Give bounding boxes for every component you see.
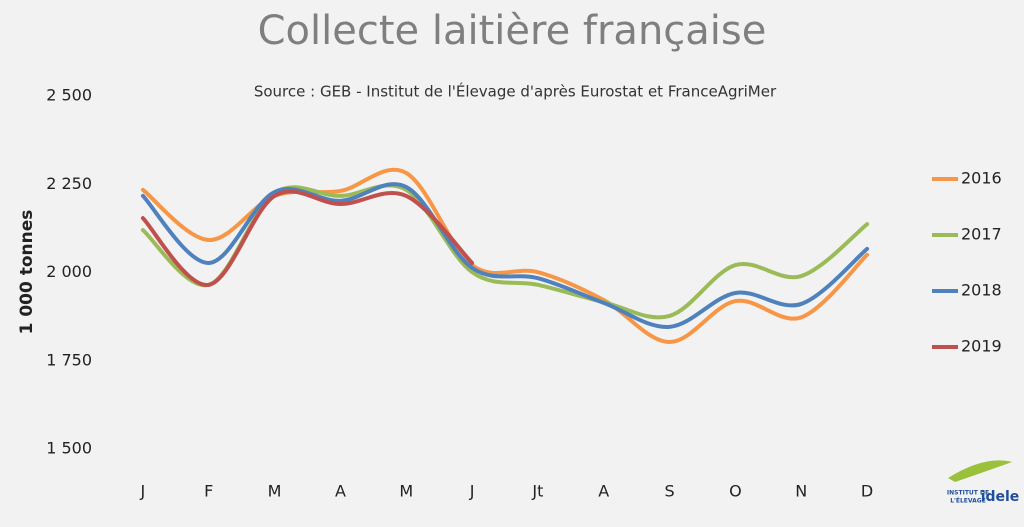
x-tick-label: N — [795, 482, 807, 501]
logo-text: INSTITUT DE — [947, 490, 989, 497]
legend-label: 2019 — [961, 337, 1002, 356]
x-tick-label: F — [204, 482, 213, 501]
y-tick-label: 2 500 — [46, 86, 92, 105]
series-line — [140, 182, 870, 329]
chart-title: Collecte laitière française — [258, 8, 767, 54]
x-tick-label: J — [140, 482, 146, 501]
y-tick-label: 1 750 — [46, 350, 92, 369]
legend-label: 2017 — [961, 225, 1002, 244]
x-tick-label: M — [268, 482, 282, 501]
legend-label: 2016 — [961, 169, 1002, 188]
y-tick-label: 1 500 — [46, 439, 92, 458]
x-tick-label: Jt — [531, 482, 543, 501]
series-line — [140, 167, 870, 345]
chart-subtitle: Source : GEB - Institut de l'Élevage d'a… — [254, 82, 777, 101]
x-tick-label: M — [399, 482, 413, 501]
logo: INSTITUT DE L'ÉLEVAGE idele — [947, 460, 1019, 505]
y-axis-label: 1 000 tonnes — [17, 210, 37, 335]
y-tick-label: 2 250 — [46, 174, 92, 193]
x-tick-label: S — [665, 482, 675, 501]
logo-text: L'ÉLEVAGE — [950, 497, 986, 505]
x-tick-label: A — [598, 482, 609, 501]
x-tick-label: D — [861, 482, 873, 501]
x-tick-label: A — [335, 482, 346, 501]
x-tick-label: J — [469, 482, 475, 501]
logo-swoosh — [948, 460, 1012, 482]
series-line — [140, 189, 475, 287]
logo-text: idele — [981, 489, 1020, 505]
y-tick-label: 2 000 — [46, 262, 92, 281]
legend-label: 2018 — [961, 281, 1002, 300]
x-tick-label: O — [729, 482, 742, 501]
